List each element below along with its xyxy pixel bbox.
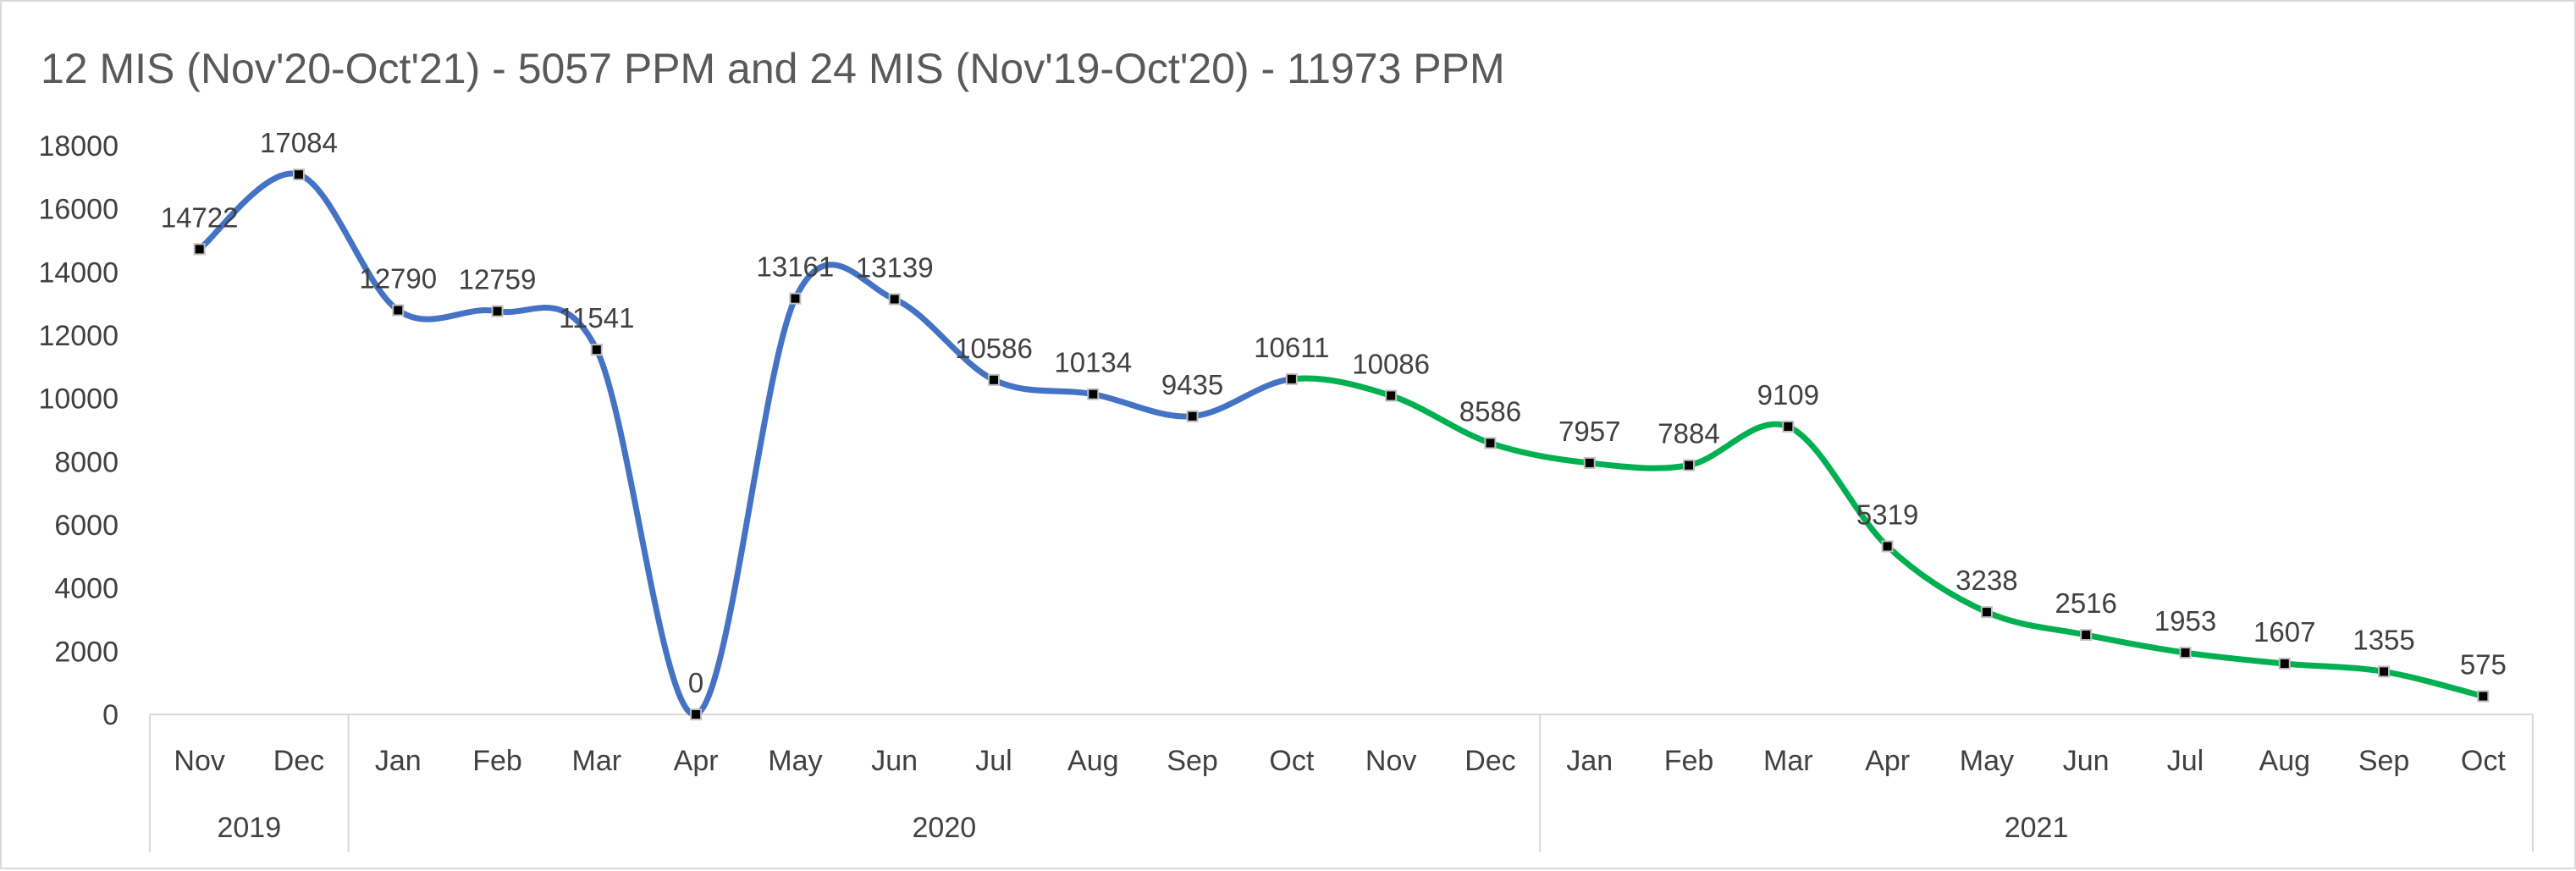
year-group-label: 2021 (2005, 812, 2069, 844)
year-group-label: 2020 (913, 812, 977, 844)
x-tick-label: Oct (2461, 745, 2506, 777)
data-point-marker (1087, 388, 1100, 400)
x-tick-label: May (1960, 745, 2014, 777)
x-tick-label: Oct (1269, 745, 1314, 777)
data-label: 3238 (1955, 565, 2017, 596)
x-tick-label: Mar (572, 745, 622, 777)
x-tick-label: Dec (1465, 745, 1515, 777)
y-tick-label: 8000 (54, 446, 119, 478)
data-label: 12759 (459, 264, 537, 295)
data-label: 2516 (2055, 587, 2116, 619)
data-label: 12790 (359, 263, 437, 295)
x-tick-label: Sep (1167, 745, 1218, 777)
data-point-marker (1484, 437, 1497, 449)
data-label: 9435 (1161, 369, 1223, 400)
chart-title: 12 MIS (Nov'20-Oct'21) - 5057 PPM and 24… (41, 45, 1505, 92)
data-label: 10611 (1254, 332, 1329, 363)
x-tick-label: May (768, 745, 822, 777)
x-tick-label: Jan (1566, 745, 1613, 777)
x-tick-label: Aug (2259, 745, 2311, 777)
data-point-marker (690, 708, 703, 720)
data-point-marker (590, 344, 603, 356)
data-label: 10586 (955, 333, 1033, 364)
data-point-marker (1583, 456, 1596, 469)
y-tick-label: 2000 (54, 636, 119, 668)
x-tick-label: Jan (375, 745, 422, 777)
y-tick-label: 14000 (38, 256, 119, 289)
data-label: 7884 (1658, 418, 1719, 449)
data-point-marker (1980, 606, 1993, 619)
x-tick-label: Nov (174, 745, 224, 777)
data-point-marker (2378, 665, 2391, 678)
x-tick-label: Feb (472, 745, 522, 777)
data-label: 11541 (559, 302, 634, 334)
data-point-marker (2477, 690, 2490, 703)
data-label: 13161 (757, 251, 835, 283)
data-label: 1953 (2154, 605, 2216, 637)
x-tick-label: Nov (1365, 745, 1416, 777)
x-tick-label: Apr (674, 745, 719, 777)
data-point-marker (987, 373, 1000, 386)
data-label: 14722 (161, 201, 239, 233)
y-tick-label: 10000 (38, 383, 119, 416)
data-point-marker (1385, 389, 1398, 402)
data-label: 1355 (2353, 624, 2414, 655)
x-tick-label: Aug (1067, 745, 1119, 777)
x-tick-label: Apr (1865, 745, 1910, 777)
data-point-marker (2179, 647, 2192, 659)
data-point-marker (491, 305, 504, 317)
data-point-marker (2080, 629, 2093, 642)
data-point-marker (2278, 658, 2291, 670)
x-tick-label: Dec (273, 745, 324, 777)
x-tick-label: Jul (975, 745, 1012, 777)
data-label: 1607 (2253, 616, 2315, 648)
data-point-marker (1186, 410, 1199, 422)
axes: 0 2000 4000 6000 8000 10000 12000 14000 16000 180… (38, 130, 2534, 852)
x-tick-label: Feb (1664, 745, 1714, 777)
y-tick-label: 12000 (38, 320, 119, 352)
x-tick-label: Jul (2167, 745, 2204, 777)
y-tick-label: 0 (102, 699, 119, 731)
x-tick-label: Sep (2358, 745, 2410, 777)
data-label: 7957 (1558, 416, 1620, 447)
data-labels: 14722 17084 12790 12759 11541 0 13161 13139 1058… (161, 127, 2507, 698)
series-line-first-period (196, 170, 1295, 718)
y-tick-label: 16000 (38, 194, 119, 226)
data-label: 575 (2460, 649, 2507, 681)
x-tick-label: Jun (2063, 745, 2110, 777)
data-point-marker (193, 243, 206, 256)
series-lines (196, 170, 2486, 718)
data-label: 10086 (1352, 348, 1430, 379)
data-markers (193, 168, 2490, 720)
data-point-marker (888, 293, 901, 306)
y-tick-label: 4000 (54, 573, 119, 605)
data-label: 17084 (260, 127, 338, 158)
data-label: 8586 (1459, 395, 1521, 427)
data-label: 10134 (1054, 347, 1132, 378)
data-label: 13139 (856, 251, 934, 283)
data-label: 9109 (1757, 379, 1819, 411)
data-point-marker (292, 168, 305, 181)
y-tick-label: 18000 (38, 130, 119, 163)
data-point-marker (1881, 540, 1894, 553)
data-point-marker (1285, 372, 1298, 385)
y-tick-label: 6000 (54, 510, 119, 542)
x-tick-label: Jun (871, 745, 918, 777)
year-group-label: 2019 (217, 812, 281, 844)
data-label: 0 (688, 667, 703, 698)
x-tick-label: Mar (1763, 745, 1813, 777)
data-label: 5319 (1856, 499, 1918, 530)
data-point-marker (1683, 459, 1696, 471)
data-point-marker (1782, 420, 1795, 433)
data-point-marker (789, 292, 802, 305)
data-point-marker (392, 304, 405, 317)
